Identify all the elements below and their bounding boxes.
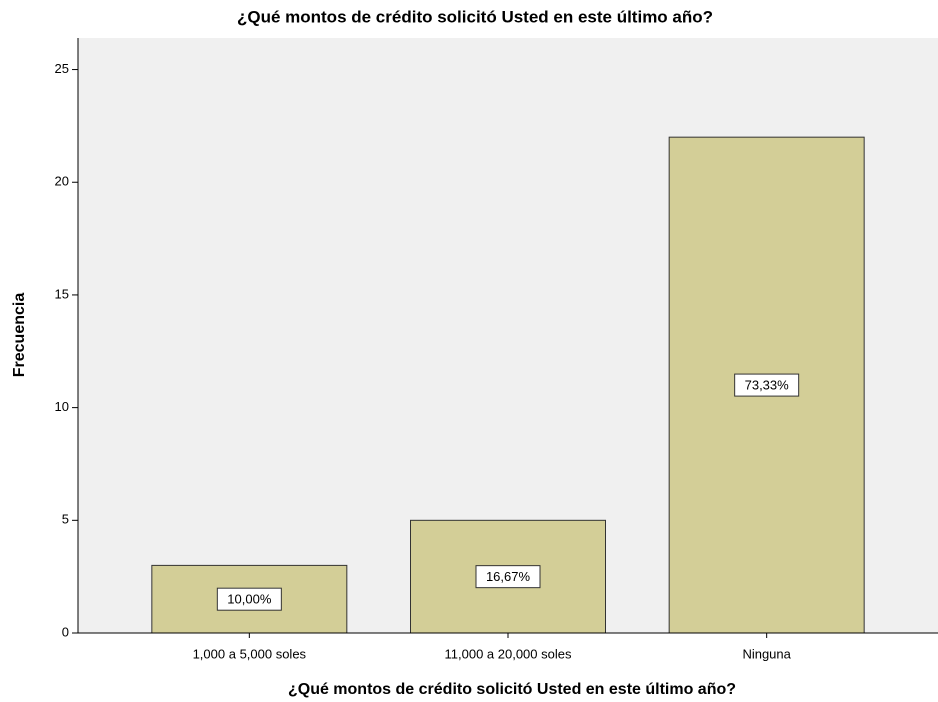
data-label: 16,67% [486,569,531,584]
data-label: 73,33% [745,378,790,393]
y-tick-label: 5 [62,512,69,527]
x-tick-label: 1,000 a 5,000 soles [193,646,307,661]
data-label: 10,00% [227,592,272,607]
y-tick-label: 0 [62,624,69,639]
x-axis-title: ¿Qué montos de crédito solicitó Usted en… [288,681,736,698]
data-label-box [734,373,800,397]
data-label-box [216,587,282,611]
y-tick-label: 15 [55,286,69,301]
chart-title: ¿Qué montos de crédito solicitó Usted en… [237,7,713,26]
x-tick-label: Ninguna [742,646,791,661]
y-tick-label: 10 [55,399,69,414]
y-axis-title: Frecuencia [11,293,28,378]
x-tick-label: 11,000 a 20,000 soles [445,646,572,661]
y-tick-label: 25 [55,61,69,76]
data-label-box [475,565,541,589]
y-tick-label: 20 [55,174,69,189]
